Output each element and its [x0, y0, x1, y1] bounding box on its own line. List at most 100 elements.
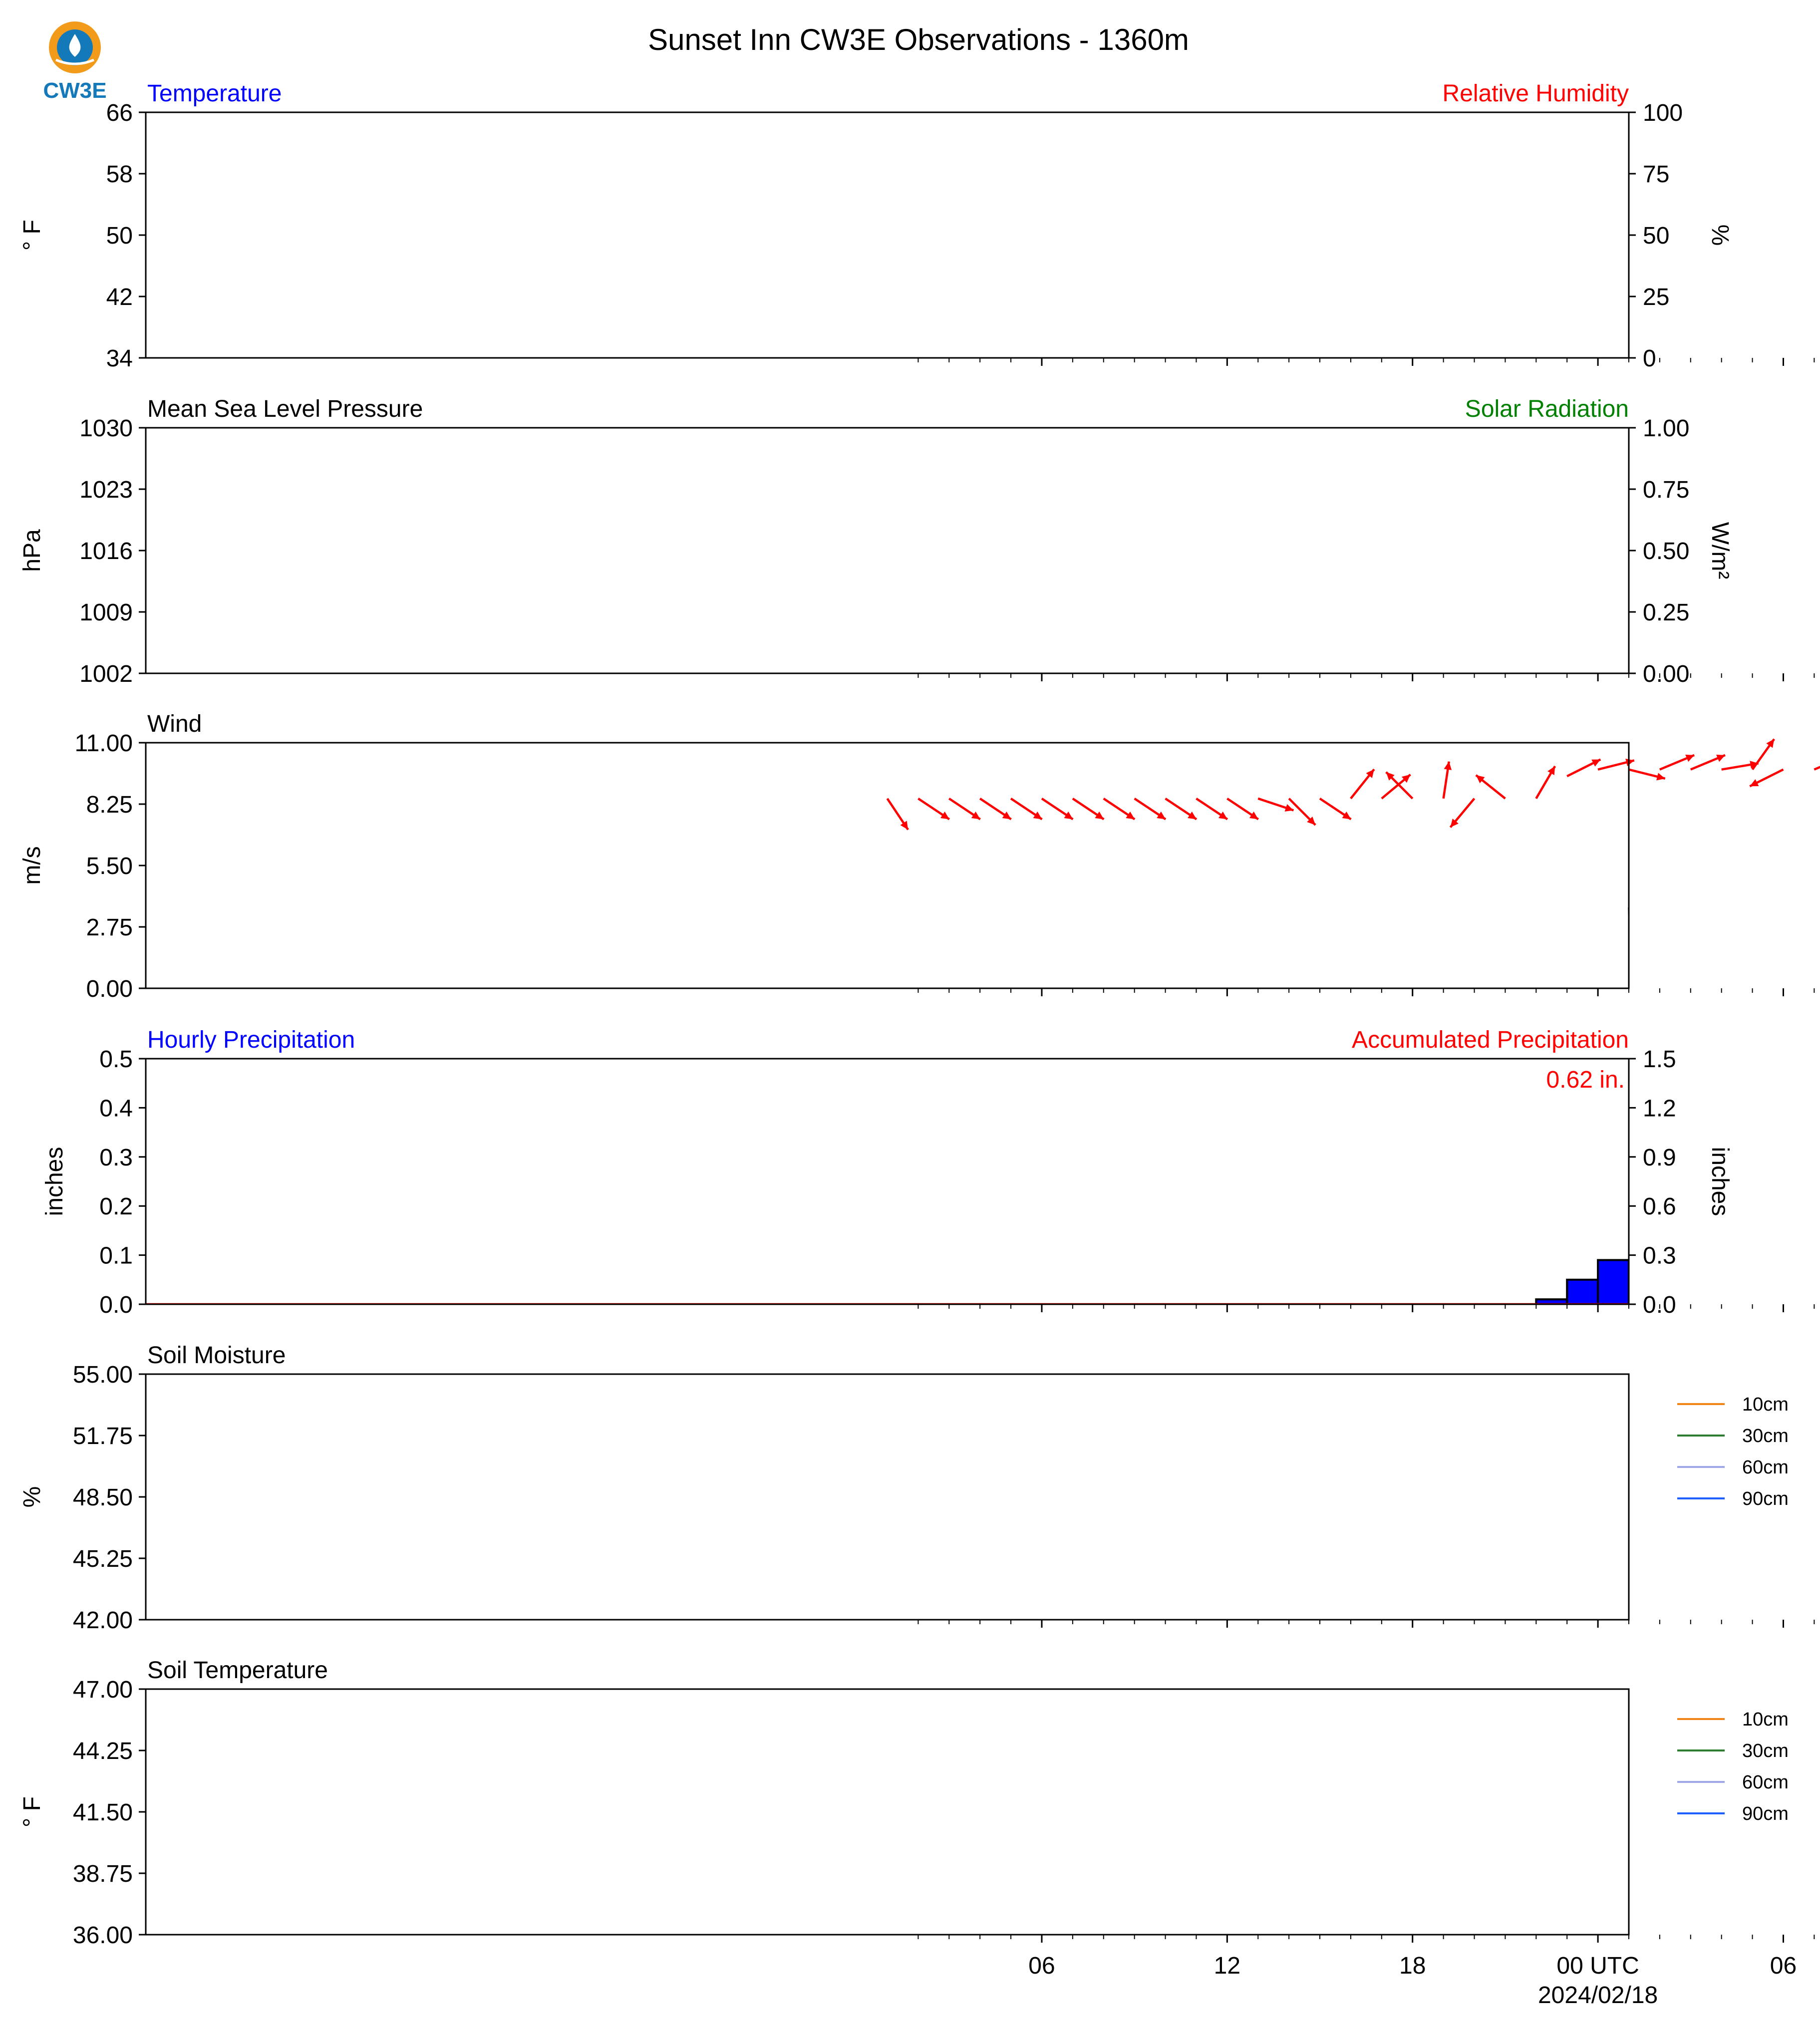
legend-label-10cm: 10cm — [1742, 1394, 1789, 1415]
x-tick-label: 12 — [1214, 1953, 1240, 1979]
y-tick-label-left: 0.3 — [99, 1145, 133, 1171]
y-tick-label-left: 0.1 — [99, 1243, 133, 1269]
wind-arrow-head — [1157, 811, 1166, 820]
panel-soil_moisture: Soil Moisture 42.00 45.25 48.50 51.75 55.00% 1… — [19, 1342, 1815, 1634]
y-axis-label-left: inches — [41, 1147, 68, 1216]
y-axis-label-right: inches — [1707, 1147, 1733, 1216]
y-tick-label-left: 1016 — [79, 538, 133, 565]
legend-label-30cm: 30cm — [1742, 1426, 1789, 1447]
wind-arrow-head — [1716, 754, 1726, 762]
legend-label-60cm: 60cm — [1742, 1772, 1789, 1793]
water-drop-icon — [69, 34, 81, 57]
wind-arrow-head — [1033, 811, 1042, 820]
wind-arrow-head — [1685, 754, 1695, 762]
y-tick-label-left: 0.4 — [99, 1095, 133, 1122]
legend-label-10cm: 10cm — [1742, 1709, 1789, 1730]
panel-soil_temperature: Soil Temperature 36.00 38.75 41.50 44.25 47.0… — [19, 1657, 1815, 1949]
y-tick-label-right: 0.6 — [1643, 1193, 1676, 1220]
series-line-10cm — [1628, 1798, 1629, 1800]
wind-arrow-head — [1476, 775, 1485, 784]
panel-frame — [145, 742, 1630, 989]
y-tick-label-left: 50 — [106, 223, 133, 249]
wind-arrow-head — [1401, 774, 1411, 783]
series-line-wind — [1628, 907, 1629, 963]
y-axis-label-right: W/m² — [1707, 522, 1733, 579]
cw3e-logo: CW3E — [43, 21, 107, 103]
wind-arrow-head — [1750, 779, 1759, 787]
panel-precipitation: Hourly Precipitation Accumulated Precipit… — [41, 1027, 1820, 1318]
panel-frame — [145, 1688, 1630, 1936]
precip-bar — [1691, 1285, 1722, 1304]
y-axis-label-left: ° F — [19, 1796, 45, 1827]
y-tick-label-right: 0.50 — [1643, 538, 1689, 565]
y-tick-label-right: 100 — [1643, 100, 1683, 126]
y-tick-label-right: 0.00 — [1643, 661, 1689, 687]
wind-arrow-head — [1284, 804, 1294, 812]
y-tick-label-left: 0.0 — [99, 1292, 133, 1318]
y-tick-label-right: 0.3 — [1643, 1243, 1676, 1269]
legend-label-90cm: 90cm — [1742, 1488, 1789, 1509]
y-tick-label-left: 1030 — [79, 415, 133, 442]
y-tick-label-left: 44.25 — [73, 1738, 133, 1764]
panel-wind: Wind 0.00 2.75 5.50 8.25 11.00 m/s — [19, 711, 1820, 1002]
y-tick-label-right: 0.9 — [1643, 1145, 1676, 1171]
y-tick-label-right: 50 — [1643, 223, 1669, 249]
panel-title-right: Relative Humidity — [1443, 80, 1629, 107]
x-tick-label: 18 — [1399, 1953, 1426, 1979]
wind-arrow-head — [1450, 818, 1459, 828]
y-tick-label-left: 41.50 — [73, 1799, 133, 1826]
wind-arrow-head — [1002, 811, 1011, 820]
y-tick-label-left: 36.00 — [73, 1922, 133, 1949]
y-tick-label-left: 1009 — [79, 599, 133, 626]
panel-frame — [145, 1373, 1630, 1621]
y-axis-label-left: hPa — [19, 529, 45, 572]
y-tick-label-left: 47.00 — [73, 1677, 133, 1703]
panel-title-right: Accumulated Precipitation — [1352, 1027, 1629, 1053]
panel-title-left: Wind — [147, 711, 202, 737]
wind-arrow-head — [1766, 739, 1775, 748]
precip-bar — [1814, 1275, 1820, 1304]
y-tick-label-left: 66 — [106, 100, 133, 126]
legend-label-60cm: 60cm — [1742, 1457, 1789, 1478]
plot-area — [1628, 1798, 1629, 1800]
y-tick-label-left: 11.00 — [74, 730, 133, 757]
wind-arrow-head — [940, 811, 949, 820]
y-tick-label-left: 42 — [106, 284, 133, 310]
wind-arrow — [1814, 766, 1820, 771]
y-tick-label-left: 42.00 — [73, 1607, 133, 1634]
y-tick-label-right: 25 — [1643, 284, 1669, 310]
panels: Temperature Relative Humidity 34 42 50 58 66 0 2… — [19, 80, 1820, 2009]
y-tick-label-left: 55.00 — [73, 1362, 133, 1388]
y-axis-label-left: % — [19, 1486, 45, 1508]
y-tick-label-left: 34 — [106, 345, 133, 372]
series-line-60cm — [1628, 1480, 1629, 1481]
wind-arrow-head — [1366, 769, 1374, 778]
precip-bar — [1783, 1289, 1814, 1304]
y-tick-label-right: 0 — [1643, 345, 1656, 372]
y-tick-label-left: 1002 — [79, 661, 133, 687]
y-tick-label-right: 1.2 — [1643, 1095, 1676, 1122]
y-tick-label-right: 0.25 — [1643, 599, 1689, 626]
wind-arrow-head — [900, 821, 909, 830]
y-tick-label-left: 51.75 — [73, 1423, 133, 1449]
y-axis-label-left: m/s — [19, 846, 45, 884]
legend-label-30cm: 30cm — [1742, 1740, 1789, 1761]
panel-pressure: Mean Sea Level Pressure Solar Radiation 10… — [19, 396, 1815, 687]
wind-arrow-head — [1656, 773, 1665, 781]
legend-label-90cm: 90cm — [1742, 1803, 1789, 1824]
precip-bar — [1566, 1278, 1599, 1304]
series-line-temperature — [1628, 281, 1629, 283]
y-tick-label-right: 1.5 — [1643, 1046, 1676, 1073]
figure-title: Sunset Inn CW3E Observations - 1360m — [648, 23, 1189, 56]
wind-arrow-head — [1625, 758, 1634, 767]
y-tick-label-right: 1.00 — [1643, 415, 1689, 442]
wind-arrow-head — [1342, 811, 1351, 820]
panel-title-left: Temperature — [147, 80, 282, 107]
wind-arrow-head — [1249, 811, 1258, 820]
y-tick-label-left: 1023 — [79, 477, 133, 503]
y-tick-label-left: 0.5 — [99, 1046, 133, 1073]
panel-title-left: Mean Sea Level Pressure — [147, 396, 423, 422]
wind-arrow-head — [1591, 759, 1601, 767]
precip-bar — [1597, 1259, 1629, 1304]
x-tick-date-label: 2024/02/18 — [1538, 1982, 1658, 2009]
